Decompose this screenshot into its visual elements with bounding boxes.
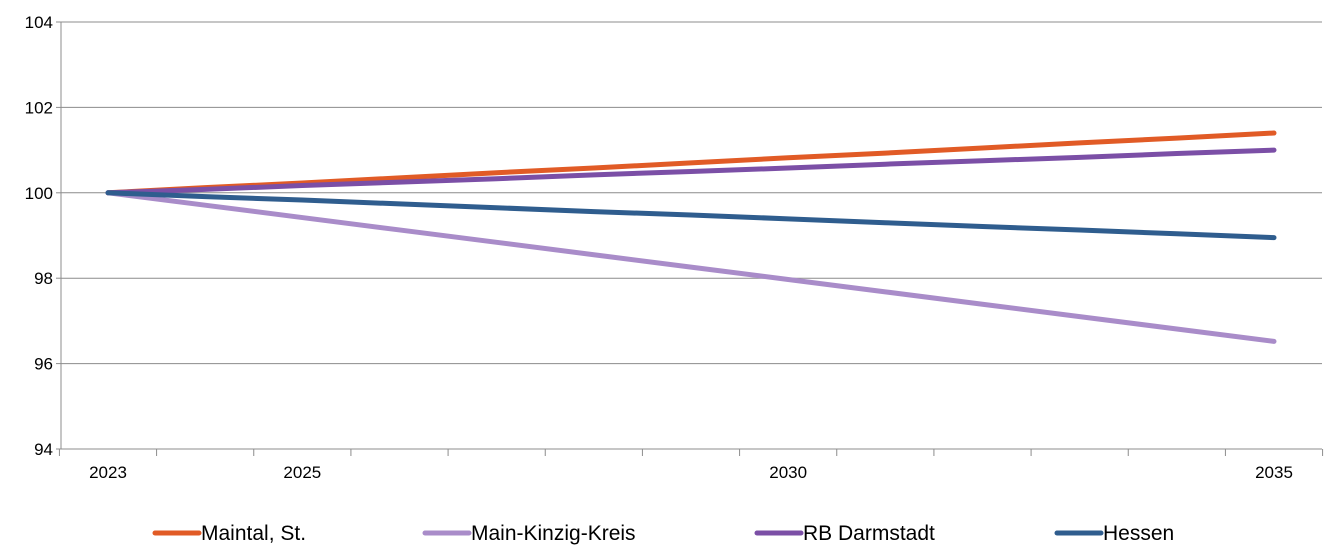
x-tick-label: 2035 [1255,463,1293,482]
y-tick-label: 94 [34,440,53,459]
legend-label: Maintal, St. [201,522,306,545]
legend: Maintal, St. Main-Kinzig-Kreis RB Darmstad… [152,522,1174,545]
legend-label: Hessen [1103,522,1174,545]
legend-label: RB Darmstadt [803,522,935,545]
y-tick-label: 98 [34,269,53,288]
axes [56,21,1324,456]
legend-label: Main-Kinzig-Kreis [471,522,636,545]
y-tick-label: 100 [25,184,53,203]
series-line-3 [105,147,1277,196]
y-tick-label: 102 [25,98,53,117]
gridlines [61,21,1322,365]
tick-labels: 94 96 98 100 102 104 2023 2025 2030 2035 [25,13,1293,482]
series-line-1 [105,130,1277,196]
x-tick-label: 2030 [769,463,807,482]
series-lines [105,130,1277,344]
x-tick-label: 2023 [89,463,127,482]
y-tick-label: 104 [25,13,53,32]
series-line-2 [105,190,1277,344]
y-tick-label: 96 [34,355,53,374]
series-line-4 [105,190,1277,241]
x-tick-label: 2025 [283,463,321,482]
